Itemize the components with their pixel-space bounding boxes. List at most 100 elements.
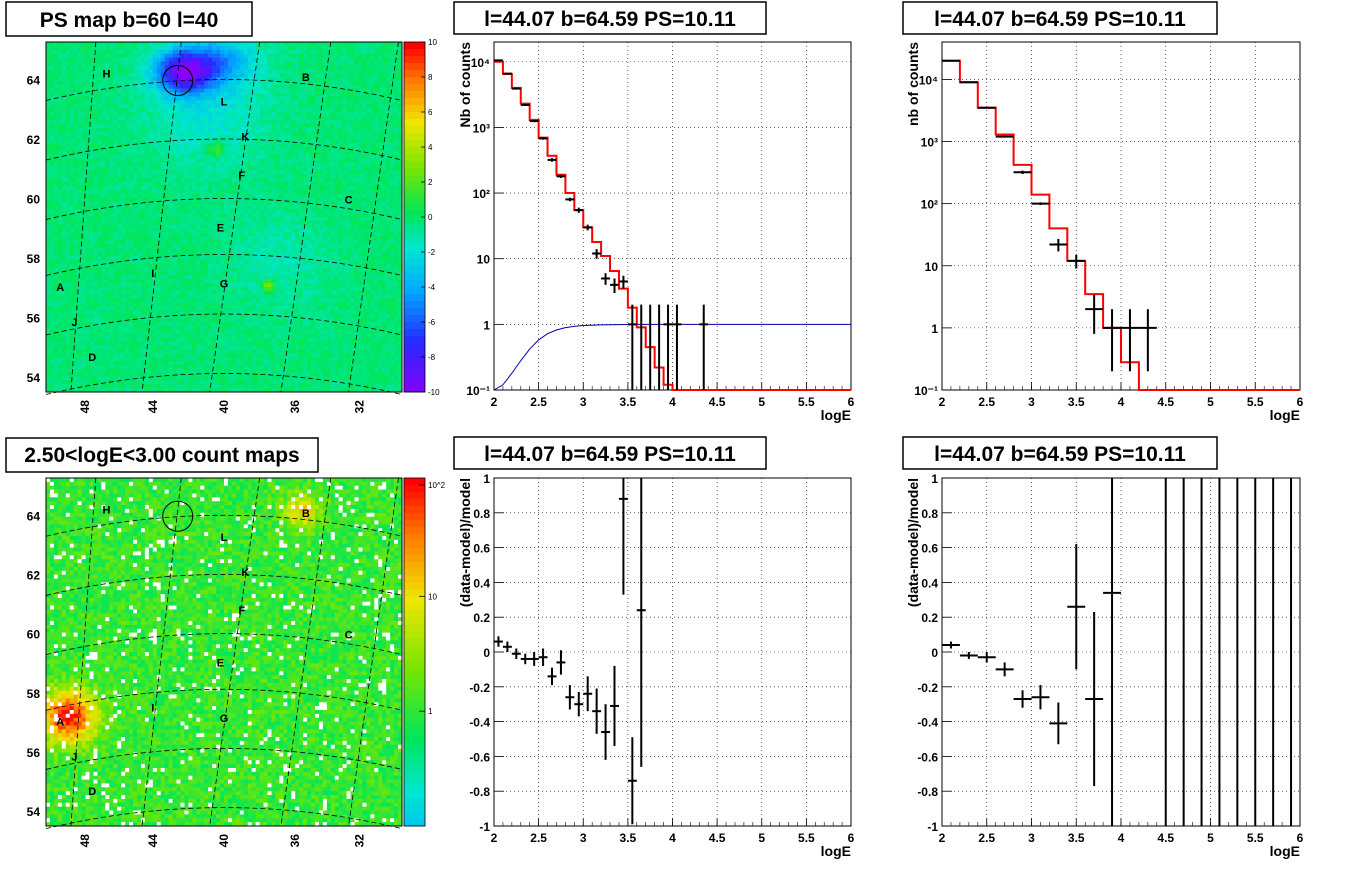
- map-pixel: [200, 275, 205, 280]
- map-pixel: [125, 283, 130, 288]
- map-pixel: [247, 341, 252, 346]
- map-pixel: [168, 349, 173, 354]
- map-pixel: [176, 61, 181, 66]
- map-pixel: [224, 127, 229, 132]
- map-pixel: [97, 349, 102, 354]
- map-pixel: [46, 170, 51, 175]
- map-pixel: [61, 96, 67, 101]
- map-pixel: [224, 42, 229, 47]
- map-pixel: [121, 236, 126, 241]
- map-pixel: [57, 275, 63, 280]
- map-pixel: [136, 360, 142, 366]
- map-pixel: [188, 139, 193, 144]
- map-pixel: [164, 174, 169, 179]
- map-pixel: [81, 310, 86, 315]
- map-pixel: [220, 193, 225, 198]
- map-pixel: [125, 228, 130, 233]
- map-pixel: [152, 314, 158, 319]
- map-pixel: [101, 147, 106, 152]
- map-pixel: [65, 201, 71, 206]
- map-pixel: [208, 376, 213, 381]
- map-pixel: [93, 310, 98, 315]
- map-pixel: [93, 314, 98, 319]
- map-pixel: [148, 201, 154, 206]
- map-pixel: [235, 182, 241, 187]
- map-pixel: [73, 135, 78, 140]
- map-pixel: [144, 360, 150, 366]
- map-pixel: [61, 193, 67, 198]
- map-pixel: [251, 100, 256, 105]
- map-pixel: [184, 115, 189, 121]
- map-pixel: [160, 178, 165, 183]
- map-pixel: [188, 310, 193, 315]
- map-pixel: [180, 201, 185, 206]
- map-pixel: [85, 166, 90, 171]
- map-pixel: [192, 236, 197, 241]
- map-pixel: [117, 112, 122, 117]
- map-pixel: [188, 53, 193, 58]
- map-pixel: [81, 104, 86, 109]
- map-pixel: [125, 100, 130, 105]
- map-pixel: [251, 306, 256, 311]
- map-pixel: [105, 77, 110, 82]
- map-pixel: [247, 388, 252, 393]
- map-pixel: [85, 88, 90, 93]
- map-pixel: [239, 252, 245, 257]
- map-pixel: [129, 170, 134, 175]
- map-pixel: [180, 150, 185, 156]
- map-pixel: [46, 306, 51, 311]
- map-pixel: [160, 205, 165, 210]
- map-pixel: [113, 283, 118, 288]
- map-pixel: [148, 115, 154, 121]
- map-pixel: [259, 275, 264, 280]
- map-pixel: [53, 314, 59, 319]
- map-pixel: [65, 154, 71, 159]
- map-pixel: [160, 376, 165, 381]
- map-pixel: [216, 193, 221, 198]
- map-pixel: [113, 287, 118, 292]
- map-pixel: [117, 333, 122, 338]
- map-pixel: [200, 162, 205, 167]
- map-pixel: [259, 108, 264, 113]
- map-pixel: [46, 174, 51, 179]
- map-pixel: [255, 290, 260, 296]
- map-pixel: [73, 364, 78, 369]
- map-pixel: [113, 306, 118, 311]
- map-pixel: [208, 131, 213, 136]
- map-pixel: [144, 53, 150, 58]
- map-pixel: [65, 193, 71, 198]
- map-pixel: [129, 255, 134, 261]
- map-pixel: [247, 287, 252, 292]
- map-pixel: [172, 170, 177, 175]
- map-pixel: [196, 302, 201, 307]
- map-pixel: [69, 185, 74, 191]
- map-pixel: [65, 357, 71, 362]
- map-pixel: [140, 252, 146, 257]
- map-pixel: [133, 147, 138, 152]
- map-pixel: [69, 61, 74, 66]
- map-pixel: [144, 45, 150, 51]
- map-pixel: [227, 372, 233, 377]
- map-pixel: [81, 357, 86, 362]
- map-pixel: [235, 349, 241, 354]
- map-pixel: [152, 197, 158, 202]
- map-pixel: [93, 337, 98, 342]
- map-pixel: [121, 53, 126, 58]
- map-pixel: [46, 322, 51, 327]
- map-pixel: [172, 240, 177, 245]
- map-pixel: [192, 88, 197, 93]
- map-pixel: [259, 224, 264, 229]
- map-pixel: [204, 224, 209, 229]
- map-pixel: [251, 209, 256, 214]
- map-pixel: [156, 232, 162, 237]
- map-pixel: [144, 201, 150, 206]
- map-pixel: [57, 53, 63, 58]
- map-pixel: [196, 84, 201, 89]
- map-pixel: [101, 380, 106, 385]
- map-pixel: [49, 147, 55, 152]
- map-pixel: [129, 252, 134, 257]
- map-pixel: [263, 73, 268, 78]
- map-pixel: [168, 150, 173, 156]
- map-pixel: [113, 108, 118, 113]
- map-pixel: [61, 154, 67, 159]
